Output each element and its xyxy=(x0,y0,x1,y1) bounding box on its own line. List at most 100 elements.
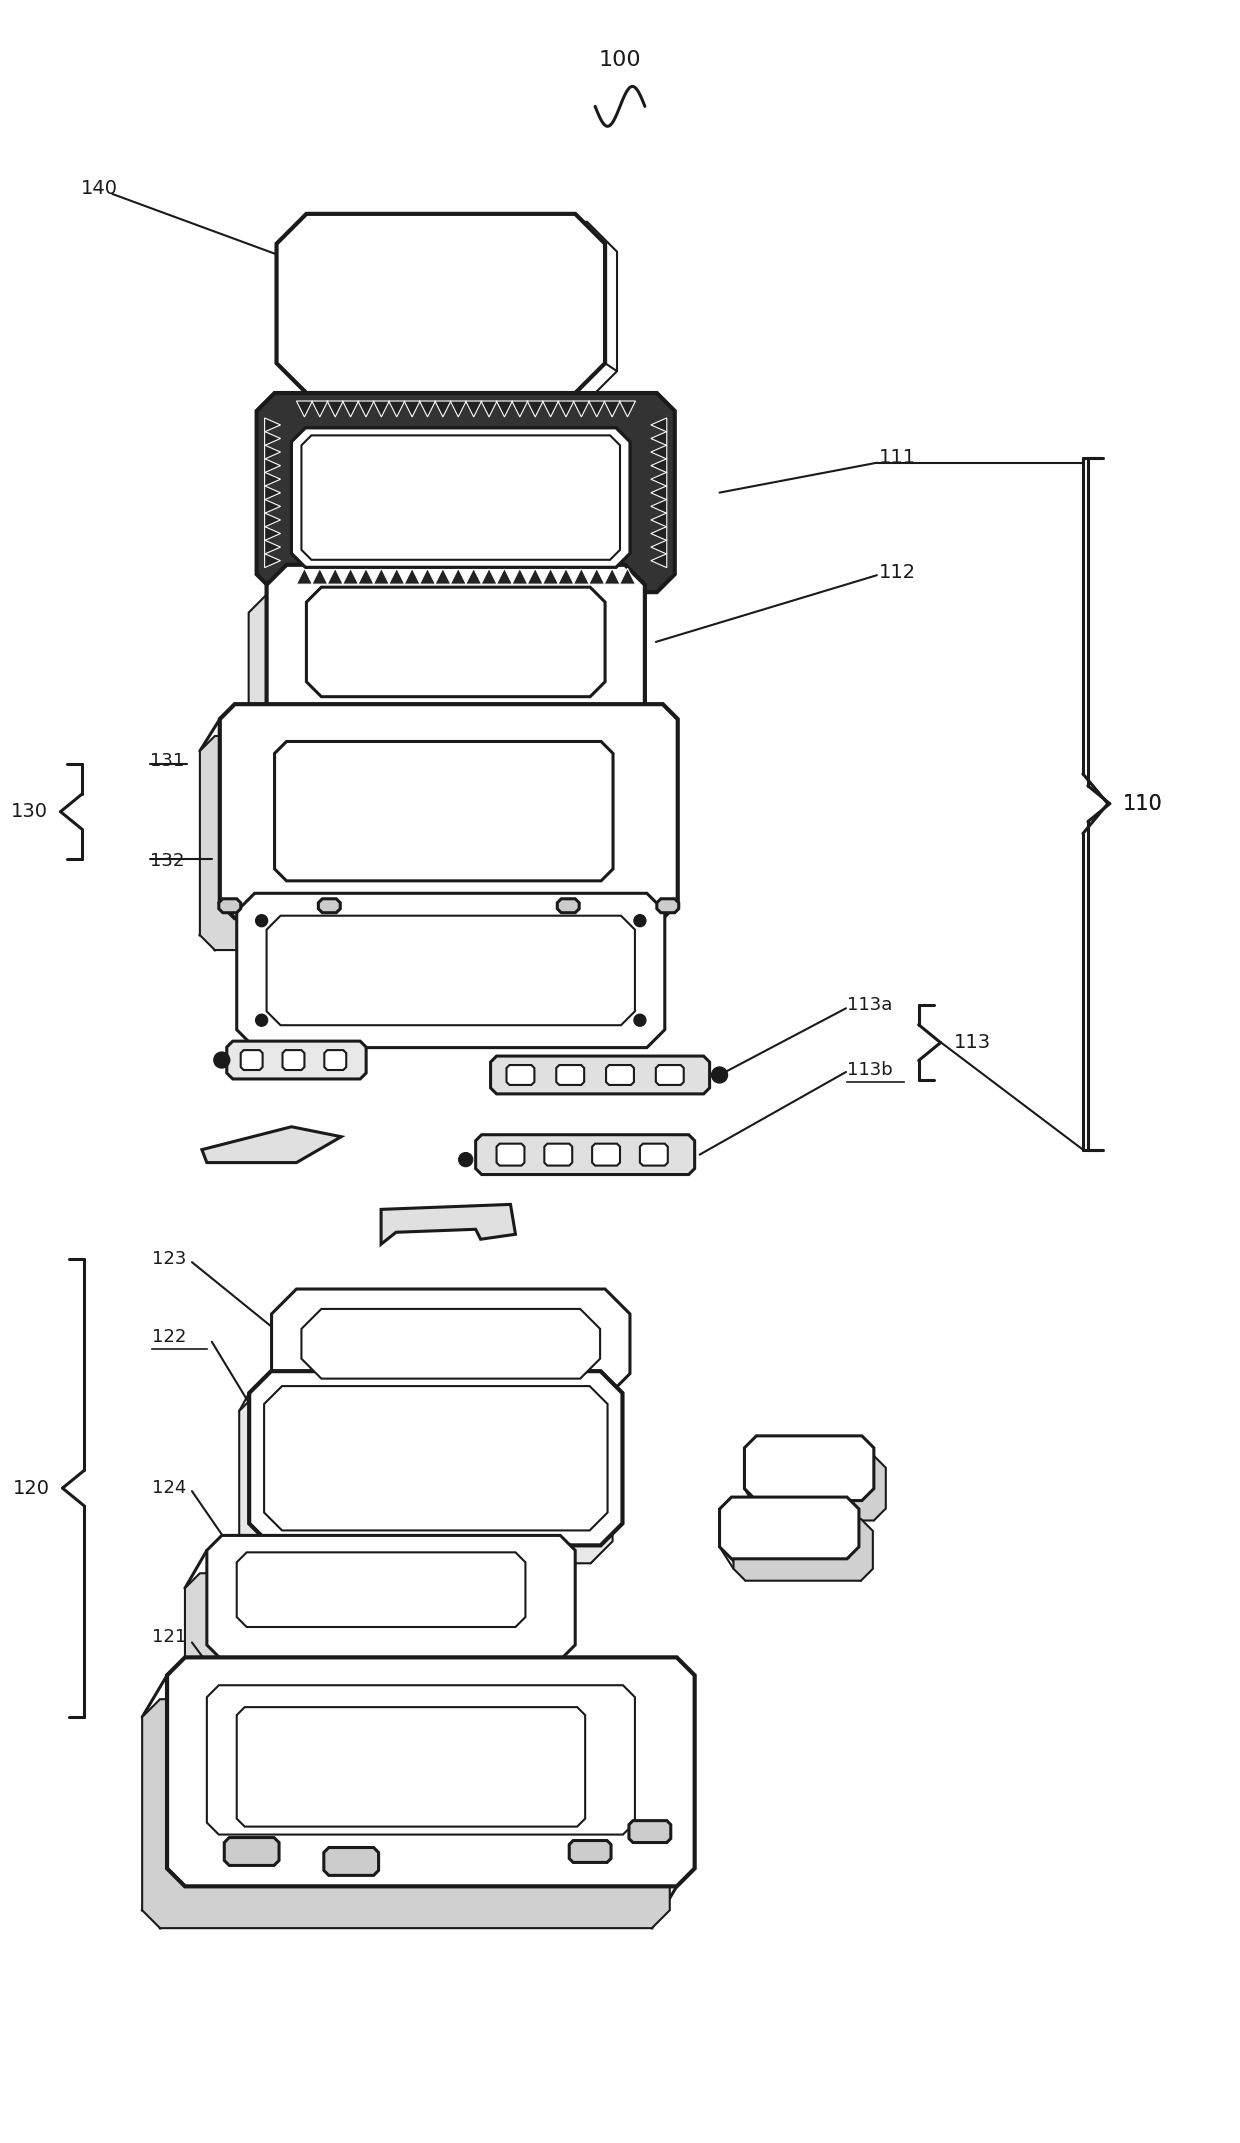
Polygon shape xyxy=(719,1498,859,1558)
Polygon shape xyxy=(319,898,340,913)
Polygon shape xyxy=(466,568,481,585)
Polygon shape xyxy=(651,527,667,540)
Polygon shape xyxy=(589,401,605,418)
Polygon shape xyxy=(283,1050,305,1069)
Text: 111: 111 xyxy=(879,448,916,467)
Polygon shape xyxy=(651,418,667,433)
Polygon shape xyxy=(620,568,635,585)
Polygon shape xyxy=(651,553,667,568)
Polygon shape xyxy=(481,568,497,585)
Circle shape xyxy=(712,1067,728,1082)
Polygon shape xyxy=(404,401,420,418)
Polygon shape xyxy=(264,459,280,474)
Polygon shape xyxy=(527,401,543,418)
Text: 120: 120 xyxy=(12,1479,50,1498)
Text: 113b: 113b xyxy=(847,1061,893,1080)
Polygon shape xyxy=(272,1290,630,1399)
Polygon shape xyxy=(620,401,635,418)
Text: 131: 131 xyxy=(150,752,185,769)
Circle shape xyxy=(459,1153,472,1166)
Polygon shape xyxy=(389,401,404,418)
Polygon shape xyxy=(167,1657,694,1886)
Polygon shape xyxy=(496,1144,525,1166)
Polygon shape xyxy=(327,568,343,585)
Polygon shape xyxy=(311,401,327,418)
Polygon shape xyxy=(291,429,630,568)
Polygon shape xyxy=(558,401,574,418)
Circle shape xyxy=(213,1052,229,1067)
Polygon shape xyxy=(358,568,374,585)
Polygon shape xyxy=(476,1134,694,1174)
Polygon shape xyxy=(657,898,678,913)
Text: 100: 100 xyxy=(599,49,641,69)
Polygon shape xyxy=(381,1204,516,1245)
Polygon shape xyxy=(241,1050,263,1069)
Text: 140: 140 xyxy=(81,180,118,199)
Polygon shape xyxy=(419,401,435,418)
Polygon shape xyxy=(227,1041,366,1078)
Text: 124: 124 xyxy=(153,1479,186,1498)
Polygon shape xyxy=(651,471,667,486)
Polygon shape xyxy=(651,499,667,514)
Polygon shape xyxy=(496,401,512,418)
Polygon shape xyxy=(264,512,280,527)
Polygon shape xyxy=(264,446,280,459)
Circle shape xyxy=(255,1014,268,1026)
Polygon shape xyxy=(558,568,574,585)
Polygon shape xyxy=(249,1372,622,1545)
Polygon shape xyxy=(573,401,589,418)
Polygon shape xyxy=(593,1144,620,1166)
Polygon shape xyxy=(557,1065,584,1084)
Polygon shape xyxy=(264,527,280,540)
Polygon shape xyxy=(435,568,451,585)
Polygon shape xyxy=(264,540,280,555)
Polygon shape xyxy=(506,1065,534,1084)
Text: 132: 132 xyxy=(150,853,185,870)
Polygon shape xyxy=(202,1127,341,1164)
Polygon shape xyxy=(450,401,466,418)
Circle shape xyxy=(634,915,646,926)
Polygon shape xyxy=(264,418,280,433)
Polygon shape xyxy=(404,568,420,585)
Polygon shape xyxy=(744,1436,874,1500)
Polygon shape xyxy=(207,1534,575,1661)
Polygon shape xyxy=(569,1841,611,1862)
Polygon shape xyxy=(450,568,466,585)
Text: 113a: 113a xyxy=(847,996,893,1014)
Polygon shape xyxy=(656,1065,683,1084)
Polygon shape xyxy=(264,431,280,446)
Polygon shape xyxy=(606,1065,634,1084)
Polygon shape xyxy=(311,568,327,585)
Polygon shape xyxy=(512,401,528,418)
Polygon shape xyxy=(143,1699,670,1929)
Polygon shape xyxy=(264,499,280,514)
Polygon shape xyxy=(342,401,358,418)
Polygon shape xyxy=(651,431,667,446)
Polygon shape xyxy=(629,1822,671,1843)
Text: 130: 130 xyxy=(11,801,47,821)
Text: 110: 110 xyxy=(1122,793,1162,814)
Polygon shape xyxy=(267,915,635,1024)
Polygon shape xyxy=(651,512,667,527)
Polygon shape xyxy=(512,568,528,585)
Polygon shape xyxy=(573,568,589,585)
Polygon shape xyxy=(324,1847,378,1875)
Polygon shape xyxy=(277,214,605,392)
Polygon shape xyxy=(544,1144,572,1166)
Polygon shape xyxy=(543,568,558,585)
Polygon shape xyxy=(389,568,404,585)
Polygon shape xyxy=(734,1519,873,1582)
Polygon shape xyxy=(200,735,658,949)
Polygon shape xyxy=(481,401,497,418)
Polygon shape xyxy=(267,566,645,729)
Text: 122: 122 xyxy=(153,1329,186,1346)
Polygon shape xyxy=(296,401,312,418)
Polygon shape xyxy=(301,1309,600,1378)
Polygon shape xyxy=(185,1573,553,1697)
Polygon shape xyxy=(264,486,280,499)
Text: 113: 113 xyxy=(954,1033,991,1052)
Polygon shape xyxy=(239,1389,613,1562)
Polygon shape xyxy=(218,898,241,913)
Polygon shape xyxy=(291,429,630,568)
Text: 121: 121 xyxy=(153,1629,186,1646)
